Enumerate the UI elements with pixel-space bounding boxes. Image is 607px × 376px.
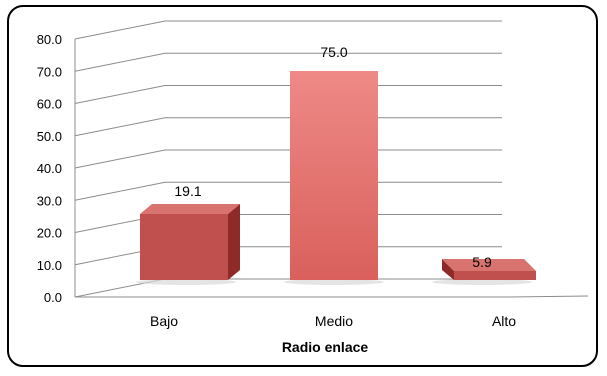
bar-alto [454, 270, 536, 280]
y-tick-label: 10.0 [37, 258, 62, 273]
bar-shadow [284, 279, 384, 285]
bars [136, 71, 536, 285]
gridline-diagonal [74, 52, 166, 72]
x-axis-title: Radio enlace [282, 339, 369, 355]
floor-edge [509, 295, 589, 298]
data-label: 5.9 [472, 254, 492, 270]
bar-side [442, 258, 454, 280]
data-label: 75.0 [320, 44, 347, 60]
axes [74, 39, 589, 298]
gridline-diagonal [74, 20, 166, 40]
labels: 0.0 10.0 20.0 30.0 40.0 50.0 60.0 70.0 80.0 19.1 B… [37, 32, 517, 329]
x-tick-label: Alto [492, 313, 516, 329]
y-tick-label: 0.0 [44, 290, 62, 305]
y-tick-label: 20.0 [37, 226, 62, 241]
y-tick-label: 50.0 [37, 129, 62, 144]
y-tick-label: 70.0 [37, 64, 62, 79]
bar-side [228, 204, 240, 280]
bar-bajo [140, 214, 228, 280]
y-tick-label: 40.0 [37, 161, 62, 176]
bar-top [140, 204, 240, 215]
gridline-diagonal [74, 149, 166, 169]
bar-top [442, 258, 536, 271]
bar-shadow [432, 279, 532, 285]
data-label: 19.1 [174, 183, 201, 199]
gridline-diagonal [74, 117, 166, 137]
x-tick-label: Bajo [150, 313, 178, 329]
gridline-diagonal [74, 181, 166, 201]
y-tick-label: 60.0 [37, 97, 62, 112]
bar-medio [290, 71, 378, 280]
gridline-diagonal [74, 85, 166, 104]
x-tick-label: Medio [315, 313, 353, 329]
bar-shadow [136, 279, 236, 285]
y-tick-label: 30.0 [37, 193, 62, 208]
y-tick-label: 80.0 [37, 32, 62, 47]
gridlines [74, 20, 502, 298]
